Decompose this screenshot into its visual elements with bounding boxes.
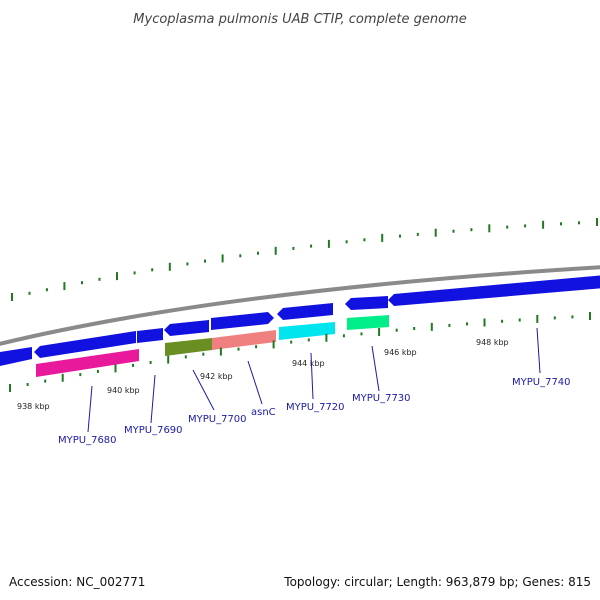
accession-text: Accession: NC_002771	[9, 575, 146, 589]
tick-label: 942 kbp	[200, 372, 233, 381]
tick-label: 938 kbp	[17, 402, 50, 411]
gene-block-mypu-7700	[165, 338, 212, 356]
gene-label: MYPU_7700	[188, 414, 247, 425]
tick-label: 946 kbp	[384, 348, 417, 357]
cds-arrow	[34, 331, 136, 358]
gene-block-mypu-7720	[279, 322, 335, 340]
cds-arrow	[137, 328, 163, 343]
gene-label: MYPU_7730	[352, 393, 411, 404]
outer-ticks-ring	[11, 218, 598, 301]
cds-arrow	[0, 347, 32, 366]
tick-label: 948 kbp	[476, 338, 509, 347]
genome-summary-text: Topology: circular; Length: 963,879 bp; …	[284, 575, 591, 589]
inner-ticks-ring	[9, 312, 591, 392]
gene-label: MYPU_7720	[286, 402, 345, 413]
gene-label: MYPU_7680	[58, 435, 117, 446]
gene-block-mypu-7730	[347, 315, 389, 330]
gene-label: asnC	[251, 407, 276, 418]
cds-arrow	[388, 275, 600, 306]
cds-arrow	[345, 296, 388, 310]
cds-arrow	[211, 312, 274, 330]
genome-backbone	[0, 265, 600, 346]
gene-block-mypu-7680	[36, 349, 139, 377]
tick-label: 940 kbp	[107, 386, 140, 395]
cds-arrow	[164, 320, 209, 336]
map-title: Mycoplasma pulmonis UAB CTIP, complete g…	[133, 12, 466, 27]
cds-track	[0, 275, 600, 366]
cds-arrow	[277, 303, 333, 320]
gene-track	[36, 315, 389, 377]
gene-block-asnc	[212, 330, 276, 350]
label-leaders	[87, 327, 541, 433]
gene-label: MYPU_7690	[124, 425, 183, 436]
gene-label: MYPU_7740	[512, 377, 571, 388]
tick-label: 944 kbp	[292, 359, 325, 368]
